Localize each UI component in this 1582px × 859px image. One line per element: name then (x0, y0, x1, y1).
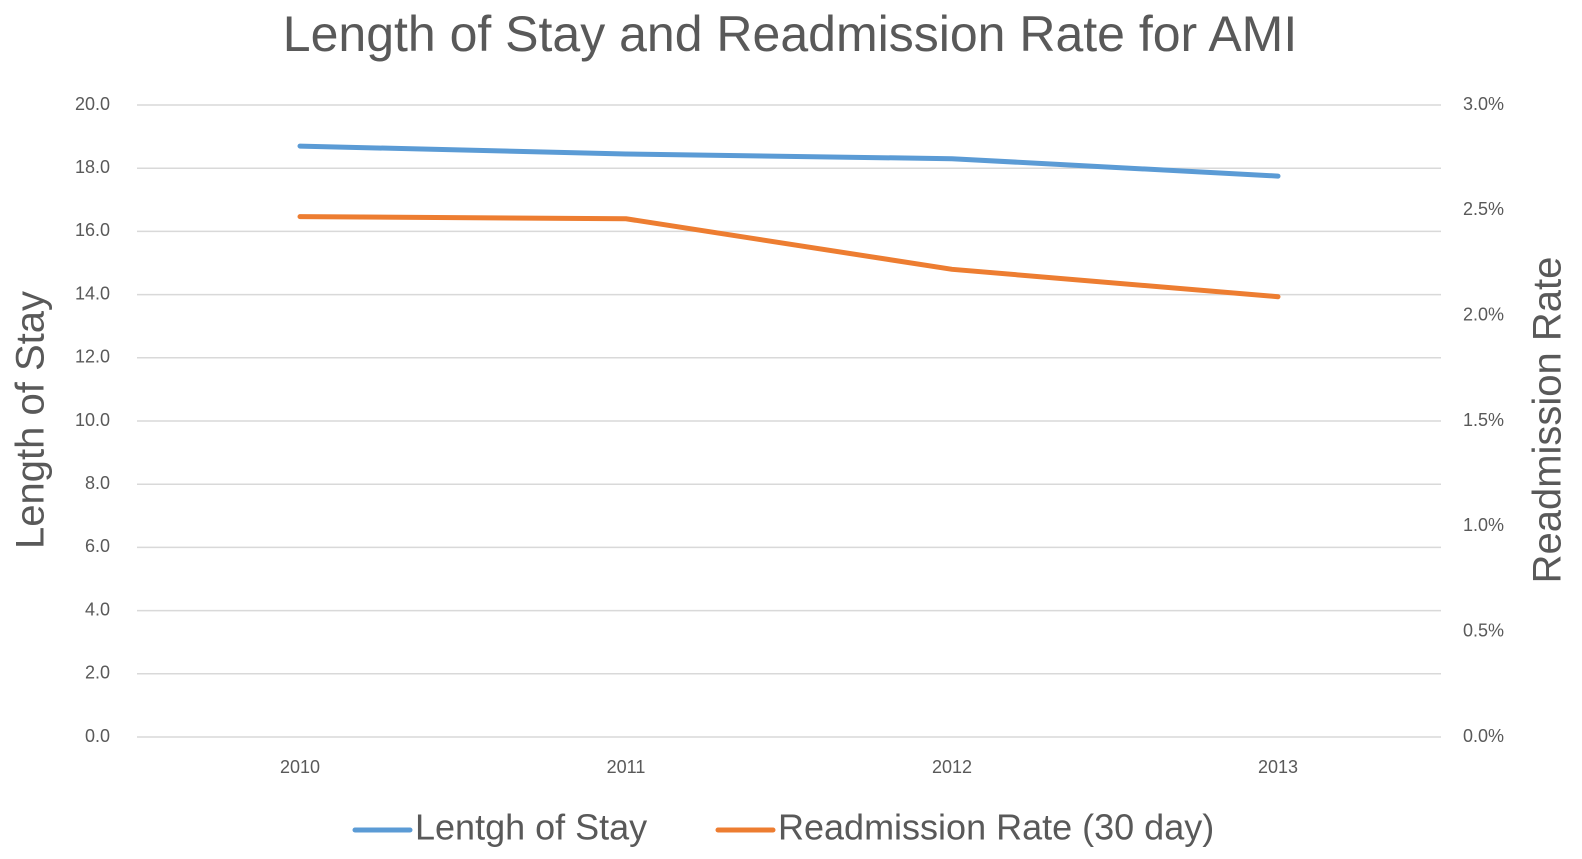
chart-title: Length of Stay and Readmission Rate for … (283, 6, 1297, 62)
y-axis-title: Length of Stay (9, 291, 53, 549)
y-tick-label: 6.0 (85, 536, 110, 556)
y2-axis-title: Readmission Rate (1526, 257, 1570, 584)
y-tick-label: 16.0 (75, 220, 110, 240)
x-tick-label: 2012 (932, 757, 972, 777)
x-tick-label: 2011 (607, 757, 646, 777)
y2-tick-label: 2.0% (1463, 304, 1504, 324)
series-line (297, 143, 1281, 179)
y2-tick-label: 0.5% (1463, 620, 1504, 640)
y-tick-label: 0.0 (85, 726, 110, 746)
x-tick-label: 2013 (1258, 757, 1298, 777)
y2-tick-label: 3.0% (1463, 94, 1504, 114)
y-tick-label: 2.0 (85, 663, 110, 683)
y-tick-label: 4.0 (85, 599, 110, 619)
y2-tick-label: 2.5% (1463, 199, 1504, 219)
y-tick-label: 12.0 (75, 347, 110, 367)
y-tick-label: 20.0 (75, 94, 110, 114)
legend-label: Readmission Rate (30 day) (778, 807, 1214, 848)
y2-tick-label: 1.0% (1463, 515, 1504, 535)
y-tick-label: 18.0 (75, 157, 110, 177)
y2-tick-label: 1.5% (1463, 410, 1504, 430)
x-tick-label: 2010 (280, 757, 320, 777)
series-line (297, 214, 1281, 300)
y2-tick-label: 0.0% (1463, 726, 1504, 746)
legend-label: Lentgh of Stay (415, 807, 647, 848)
y-tick-label: 8.0 (85, 473, 110, 493)
y-tick-label: 14.0 (75, 283, 110, 303)
y-tick-label: 10.0 (75, 410, 110, 430)
